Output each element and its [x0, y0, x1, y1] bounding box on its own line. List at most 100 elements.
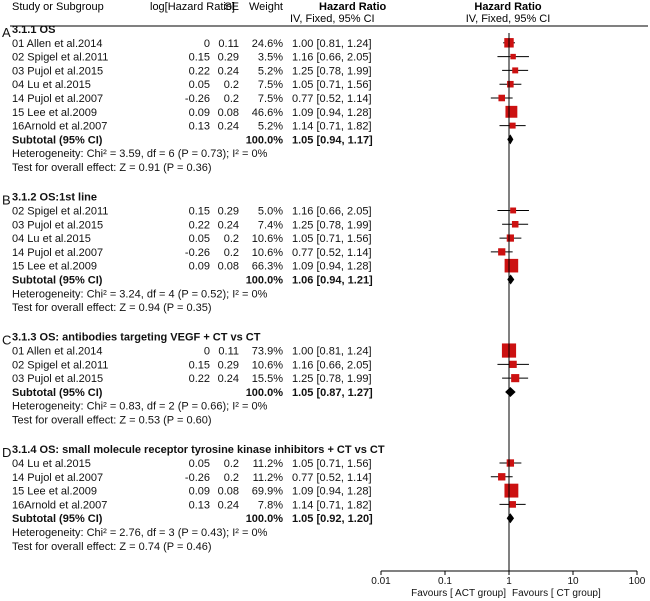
study-se: 0.24	[218, 65, 239, 77]
study-loghr: -0.26	[185, 472, 210, 484]
axis-tick-label: 0.1	[438, 576, 452, 587]
header-se: SE	[224, 1, 239, 13]
study-name: 01 Allen et al.2014	[12, 346, 103, 358]
subtotal-ci: 1.06 [0.94, 1.21]	[292, 274, 373, 286]
subtotal-diamond	[507, 134, 514, 145]
study-name: 03 Pujol et al.2015	[12, 65, 103, 77]
subtotal-ci: 1.05 [0.92, 1.20]	[292, 513, 373, 525]
study-ci: 1.14 [0.71, 1.82]	[292, 499, 372, 511]
study-weight: 11.2%	[253, 472, 284, 484]
study-loghr: 0.15	[189, 52, 210, 64]
study-weight: 10.6%	[252, 247, 283, 259]
effect-square	[510, 53, 516, 60]
study-name: 04 Lu et al.2015	[12, 79, 91, 91]
study-ci: 1.05 [0.71, 1.56]	[292, 233, 372, 245]
study-name: 15 Lee et al.2009	[12, 261, 97, 273]
subtotal-weight: 100.0%	[246, 274, 284, 286]
study-weight: 69.9%	[252, 486, 283, 498]
study-name: 14 Pujol et al.2007	[12, 247, 103, 259]
study-ci: 1.00 [0.81, 1.24]	[292, 346, 372, 358]
subgroup-title: 3.1.1 OS	[12, 24, 55, 36]
header-hr-title: Hazard Ratio	[319, 1, 387, 13]
study-ci: 1.09 [0.94, 1.28]	[292, 486, 372, 498]
overall-effect: Test for overall effect: Z = 0.53 (P = 0…	[12, 415, 212, 427]
study-ci: 0.77 [0.52, 1.14]	[292, 93, 372, 105]
heterogeneity: Heterogeneity: Chi² = 3.24, df = 4 (P = …	[12, 288, 268, 300]
study-weight: 7.8%	[258, 499, 283, 511]
study-se: 0.2	[224, 472, 239, 484]
study-name: 02 Spigel et al.2011	[12, 52, 108, 64]
study-se: 0.11	[218, 38, 239, 50]
study-weight: 5.0%	[258, 205, 283, 217]
subtotal-weight: 100.0%	[246, 134, 284, 146]
axis-tick-label: 0.01	[371, 576, 391, 587]
study-se: 0.24	[218, 373, 239, 385]
study-weight: 73.9%	[252, 346, 283, 358]
subtotal-label: Subtotal (95% CI)	[12, 387, 103, 399]
header-plot-sub: IV, Fixed, 95% CI	[466, 13, 551, 25]
effect-square	[509, 122, 516, 129]
study-loghr: 0.05	[189, 458, 210, 470]
subgroup-title: 3.1.2 OS:1st line	[12, 192, 97, 204]
header-weight: Weight	[249, 1, 283, 13]
study-se: 0.2	[224, 93, 239, 105]
panel-letter: B	[2, 193, 11, 208]
study-ci: 1.00 [0.81, 1.24]	[292, 38, 372, 50]
study-weight: 15.5%	[252, 373, 283, 385]
effect-square	[510, 207, 517, 214]
study-name: 01 Allen et al.2014	[12, 38, 103, 50]
study-weight: 11.2%	[253, 458, 284, 470]
study-se: 0.24	[218, 121, 239, 133]
subtotal-diamond	[505, 386, 516, 397]
study-ci: 1.16 [0.66, 2.05]	[292, 359, 372, 371]
study-name: 15 Lee et al.2009	[12, 486, 97, 498]
study-weight: 10.6%	[252, 359, 283, 371]
study-ci: 1.16 [0.66, 2.05]	[292, 52, 372, 64]
study-loghr: 0.05	[189, 79, 210, 91]
study-name: 02 Spigel et al.2011	[12, 359, 108, 371]
effect-square	[509, 360, 517, 368]
effect-square	[505, 105, 518, 118]
study-loghr: 0.09	[189, 261, 210, 273]
study-ci: 1.14 [0.71, 1.82]	[292, 121, 372, 133]
heterogeneity: Heterogeneity: Chi² = 0.83, df = 2 (P = …	[12, 401, 268, 413]
subtotal-label: Subtotal (95% CI)	[12, 513, 103, 525]
study-se: 0.29	[218, 359, 239, 371]
study-ci: 0.77 [0.52, 1.14]	[292, 472, 372, 484]
study-ci: 1.25 [0.78, 1.99]	[292, 373, 372, 385]
study-ci: 0.77 [0.52, 1.14]	[292, 247, 372, 259]
panel-a: A 3.1.1 OS 01 Allen et al.2014 0 0.11 24.6% 1.…	[2, 24, 529, 174]
subtotal-diamond	[507, 274, 515, 285]
effect-square	[509, 501, 516, 508]
study-loghr: 0.15	[189, 205, 210, 217]
study-name: 04 Lu et al.2015	[12, 458, 91, 470]
subtotal-ci: 1.05 [0.94, 1.17]	[292, 134, 373, 146]
study-ci: 1.16 [0.66, 2.05]	[292, 205, 372, 217]
study-se: 0.2	[224, 79, 239, 91]
favours-left: Favours [ ACT group]	[411, 588, 506, 599]
effect-square	[504, 483, 519, 498]
study-loghr: 0.15	[189, 359, 210, 371]
study-loghr: 0.13	[189, 499, 210, 511]
effect-square	[511, 374, 520, 383]
study-loghr: 0.22	[189, 65, 210, 77]
study-weight: 66.3%	[252, 261, 283, 273]
panel-d: D 3.1.4 OS: small molecule receptor tyros…	[2, 444, 526, 553]
heterogeneity: Heterogeneity: Chi² = 3.59, df = 6 (P = …	[12, 148, 268, 160]
subtotal-weight: 100.0%	[246, 387, 284, 399]
study-name: 04 Lu et al.2015	[12, 233, 91, 245]
study-se: 0.29	[218, 205, 239, 217]
study-name: 15 Lee et al.2009	[12, 107, 97, 119]
study-weight: 5.2%	[258, 121, 283, 133]
study-se: 0.2	[224, 247, 239, 259]
study-weight: 46.6%	[252, 107, 283, 119]
panel-c: C 3.1.3 OS: antibodies targeting VEGF + C…	[2, 332, 529, 427]
header-plot-title: Hazard Ratio	[474, 1, 542, 13]
subtotal-ci: 1.05 [0.87, 1.27]	[292, 387, 373, 399]
study-ci: 1.09 [0.94, 1.28]	[292, 261, 372, 273]
study-se: 0.08	[218, 486, 239, 498]
study-weight: 7.4%	[258, 219, 283, 231]
study-ci: 1.09 [0.94, 1.28]	[292, 107, 372, 119]
